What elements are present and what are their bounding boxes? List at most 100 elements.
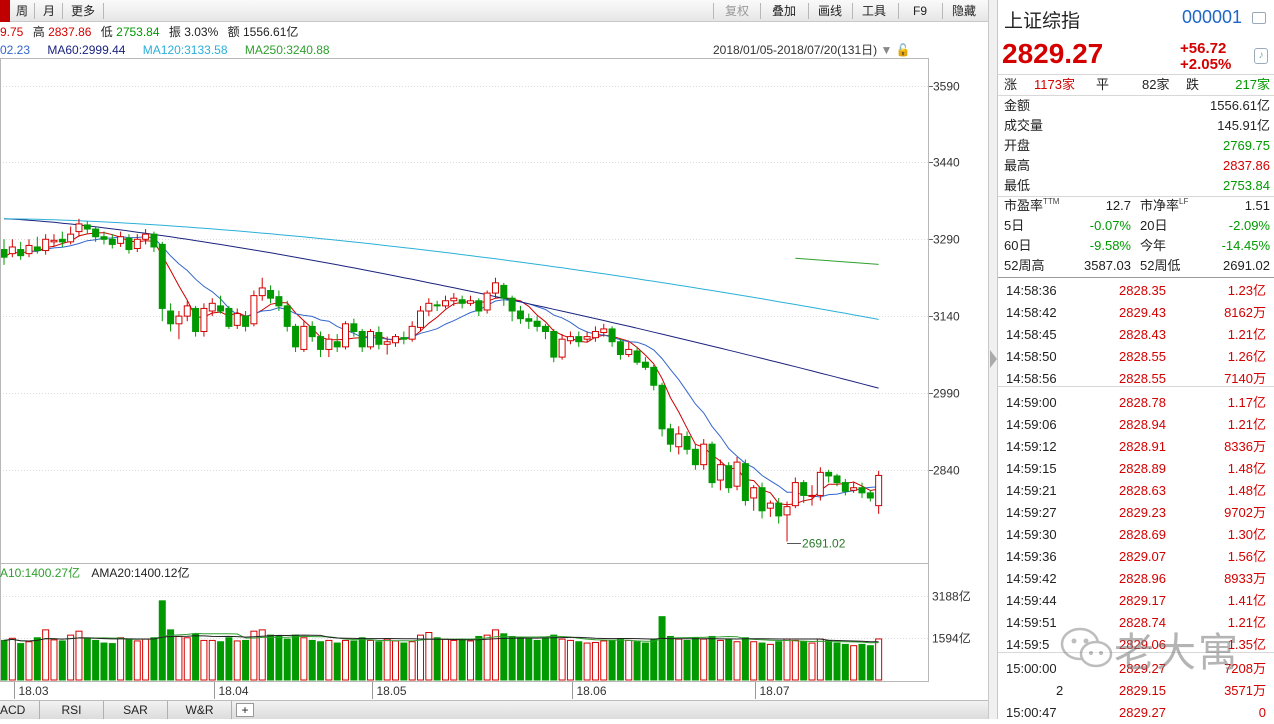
candle-up (483, 292, 491, 311)
period-week-button[interactable]: 周 (15, 4, 28, 18)
watermark-text: 老大寓 (1114, 630, 1240, 676)
bell-icon[interactable]: ♪ (1254, 48, 1268, 64)
volume-bar-up (408, 641, 416, 681)
expand-arrow-icon[interactable] (990, 350, 997, 368)
hide-button[interactable]: 隐藏 (951, 4, 976, 18)
volume-bar-down (292, 634, 300, 681)
candle-down (683, 436, 691, 450)
dropdown-triangle-icon[interactable]: ▼ (880, 43, 893, 57)
candle-down (691, 448, 699, 466)
tick-time: 15:00:00 (1006, 661, 1057, 676)
tab-wr[interactable]: W&R (168, 701, 232, 719)
volume-bar-up (425, 632, 433, 681)
candle-down (608, 328, 616, 343)
candle-down (58, 238, 66, 243)
candle-down (350, 323, 358, 332)
tick-row: 14:59:12 2828.91 8336万 (998, 436, 1274, 458)
candle-down (108, 238, 116, 245)
ratio-label: 52周高 (1004, 258, 1045, 273)
volume-bar-down (317, 641, 325, 681)
ratio-label: 市盈率 (1004, 198, 1044, 213)
tick-row: 14:59:15 2828.89 1.48亿 (998, 458, 1274, 480)
tick-row: 14:59:36 2829.07 1.56亿 (998, 546, 1274, 568)
separator (103, 3, 104, 19)
tick-price: 2828.35 (1119, 283, 1166, 298)
tab-sar[interactable]: SAR (104, 701, 168, 719)
volume-bar-down (308, 639, 316, 681)
kline-chart[interactable]: 3590 3440 3290 3140 2990 2840 2691.02 3188亿 15… (0, 0, 988, 719)
date-range-label[interactable]: 2018/01/05-2018/07/20(131日) ▼ 🔓 (713, 42, 911, 58)
candle-up (466, 300, 474, 304)
volume-bar-up (441, 638, 449, 681)
kline-panel: 周 月 更多 复权 叠加 画线 工具 F9 隐藏 9.75 高 2837.86 … (0, 0, 988, 719)
candlesticks (0, 218, 883, 542)
up-label: 涨 (1004, 77, 1018, 92)
price-frame (0, 58, 929, 564)
volume-bar-down (858, 643, 866, 681)
volume-bar-down (150, 637, 158, 681)
candle-down (17, 249, 25, 257)
volume-ma20-legend: AMA20:1400.12亿 (91, 566, 190, 580)
candle-up (183, 305, 191, 317)
tick-time: 14:59:12 (1006, 439, 1057, 454)
candle-up (208, 302, 216, 312)
volume-bar-up (566, 639, 574, 681)
stat-row: 最低 2753.84 (998, 176, 1274, 196)
candle-up (875, 474, 883, 507)
f9-button[interactable]: F9 (912, 4, 927, 18)
last-price: 2829.27 (1002, 38, 1104, 69)
candle-down (833, 475, 841, 484)
draw-line-button[interactable]: 画线 (817, 4, 842, 18)
volume-bar-down (433, 637, 441, 681)
candle-down (192, 307, 200, 332)
volume-bar-up (42, 629, 50, 681)
volume-bar-down (541, 637, 549, 681)
tick-time: 15:00:47 (1006, 705, 1057, 720)
ma120-line (3, 218, 879, 320)
tick-row: 14:58:42 2829.43 8162万 (998, 302, 1274, 324)
tick-price: 2829.07 (1119, 549, 1166, 564)
volume-bar-up (200, 639, 208, 681)
volume-frame (0, 563, 929, 682)
candle-up (425, 302, 433, 312)
volume-bar-down (167, 629, 175, 681)
restore-rights-button[interactable]: 复权 (724, 4, 749, 18)
tick-row: 14:58:56 2828.55 7140万 (998, 368, 1274, 390)
candle-up (175, 315, 183, 325)
volume-bar-up (808, 642, 816, 681)
tick-price: 2828.94 (1119, 417, 1166, 432)
tick-time: 14:59:27 (1006, 505, 1057, 520)
tick-volume: 1.48亿 (1227, 461, 1266, 476)
tick-price: 2828.69 (1119, 527, 1166, 542)
quote-panel: 上证综指 000001 2829.27 +56.72 +2.05% ♪ 涨 11… (998, 0, 1274, 720)
volume-grid (0, 596, 928, 639)
amount-value: 1556.61亿 (242, 25, 299, 39)
price-grid (0, 86, 928, 471)
period-month-button[interactable]: 月 (42, 4, 55, 18)
watermark: 老大寓 (1058, 618, 1268, 678)
ma-legend-ma30: 02.23 (0, 43, 31, 57)
stock-code: 000001 (1182, 7, 1243, 27)
candle-down (333, 341, 341, 348)
tick-row: 15:00:00 2829.27 7208万 (998, 658, 1274, 680)
tick-price: 2829.17 (1119, 593, 1166, 608)
stat-label: 金额 (1004, 98, 1031, 113)
add-tab-button[interactable]: + (236, 703, 254, 717)
candle-up (766, 502, 774, 509)
tab-rsi[interactable]: RSI (40, 701, 104, 719)
volume-ma-lines (3, 632, 879, 644)
tools-button[interactable]: 工具 (861, 4, 886, 18)
separator (942, 3, 943, 19)
tick-time: 14:59:15 (1006, 461, 1057, 476)
candle-down (125, 237, 133, 251)
amount-label: 额 (227, 25, 240, 39)
date-tick-label: 18.06 (577, 684, 607, 698)
volume-bar-down (500, 633, 508, 681)
lock-icon[interactable]: 🔓 (895, 43, 911, 57)
menu-icon[interactable] (1252, 12, 1266, 24)
overlay-button[interactable]: 叠加 (771, 4, 796, 18)
tab-macd[interactable]: ACD (0, 701, 40, 719)
more-periods-button[interactable]: 更多 (70, 4, 95, 18)
chart-toolbar: 周 月 更多 复权 叠加 画线 工具 F9 隐藏 (0, 0, 988, 22)
tick-time: 14:59:00 (1006, 395, 1057, 410)
